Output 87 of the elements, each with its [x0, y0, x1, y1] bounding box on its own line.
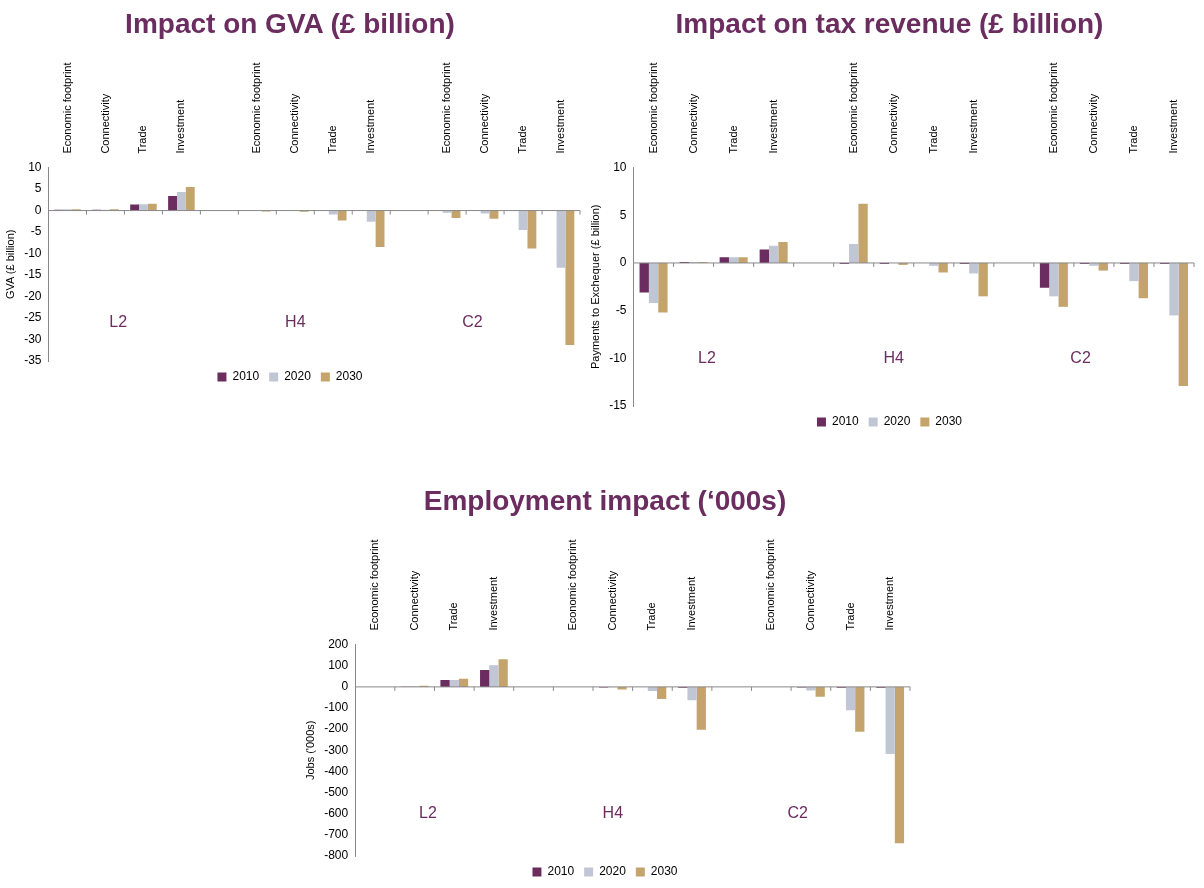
x-tick-label: Economic footprint	[368, 539, 381, 631]
x-tick-label: Trade	[516, 125, 529, 154]
chart-title: Impact on GVA (£ billion)	[125, 7, 455, 39]
y-tick-label: -30	[24, 331, 42, 346]
x-tick-label: Investment	[1167, 99, 1180, 154]
x-tick-label: Economic footprint	[566, 539, 579, 631]
annotation: C2	[1070, 348, 1091, 366]
x-tick-label: Investment	[174, 99, 187, 154]
legend-label: 2020	[599, 864, 627, 879]
y-tick-label: -5	[30, 224, 42, 239]
annotation: C2	[787, 804, 809, 822]
x-tick-label: Trade	[447, 602, 460, 631]
x-tick-label: Connectivity	[886, 93, 899, 154]
x-tick-label: Connectivity	[686, 93, 699, 154]
x-tick-label: Economic footprint	[846, 62, 859, 154]
y-tick-label: -100	[324, 700, 349, 715]
y-tick-label: -20	[24, 288, 42, 303]
x-tick-label: Connectivity	[288, 93, 301, 154]
y-tick-label: 10	[28, 159, 42, 174]
x-tick-label: Trade	[326, 125, 339, 154]
y-tick-label: 0	[341, 679, 349, 694]
x-tick-label: Economic footprint	[764, 539, 777, 631]
x-tick-label: Economic footprint	[440, 62, 453, 154]
y-tick-label: 0	[34, 202, 42, 217]
legend-label: 2030	[935, 414, 963, 429]
y-tick-label: 200	[328, 636, 349, 651]
x-tick-label: Investment	[766, 99, 779, 154]
annotation: L2	[418, 804, 437, 822]
x-tick-label: Investment	[685, 576, 698, 631]
x-tick-label: Connectivity	[803, 570, 816, 631]
y-axis-title: GVA (£ billion)	[3, 229, 16, 300]
y-tick-label: -10	[609, 350, 627, 365]
legend-label: 2030	[650, 864, 678, 879]
y-tick-label: 0	[619, 255, 627, 270]
y-tick-label: -25	[24, 310, 42, 325]
x-tick-label: Investment	[486, 576, 499, 631]
y-tick-label: -300	[324, 742, 349, 757]
y-tick-label: -400	[324, 763, 349, 778]
y-tick-label: 5	[34, 181, 42, 196]
legend-label: 2010	[547, 864, 575, 879]
x-tick-label: Connectivity	[605, 570, 618, 631]
y-tick-label: 10	[613, 159, 627, 174]
x-tick-label: Economic footprint	[250, 62, 263, 154]
y-tick-label: -800	[324, 848, 349, 863]
x-tick-label: Investment	[554, 99, 567, 154]
x-tick-label: Investment	[966, 99, 979, 154]
legend-label: 2010	[831, 414, 859, 429]
x-tick-label: Trade	[843, 602, 856, 631]
x-tick-label: Connectivity	[98, 93, 111, 154]
y-tick-label: -35	[24, 353, 42, 368]
x-tick-label: Trade	[726, 125, 739, 154]
x-tick-label: Investment	[364, 99, 377, 154]
y-tick-label: 5	[619, 207, 627, 222]
y-tick-label: -500	[324, 784, 349, 799]
x-tick-label: Trade	[645, 602, 658, 631]
x-tick-label: Connectivity	[478, 93, 491, 154]
x-tick-label: Connectivity	[407, 570, 420, 631]
chart-title: Impact on tax revenue (£ billion)	[675, 7, 1104, 39]
y-tick-label: -5	[615, 302, 627, 317]
x-tick-label: Investment	[883, 576, 896, 631]
x-tick-label: Economic footprint	[60, 62, 73, 154]
annotation: H4	[602, 804, 624, 822]
x-tick-label: Economic footprint	[646, 62, 659, 154]
legend-label: 2020	[284, 369, 312, 384]
legend-label: 2030	[335, 369, 363, 384]
y-tick-label: -10	[24, 245, 42, 260]
y-tick-label: 100	[328, 658, 349, 673]
annotation: C2	[462, 312, 483, 330]
y-axis-title: Jobs ('000s)	[303, 720, 316, 781]
x-tick-label: Trade	[136, 125, 149, 154]
y-tick-label: -15	[24, 267, 42, 282]
y-tick-label: -700	[324, 827, 349, 842]
annotation: H4	[883, 348, 905, 366]
annotation: L2	[698, 348, 716, 366]
annotation: H4	[285, 312, 306, 330]
y-tick-label: -15	[609, 398, 627, 413]
chart-title: Employment impact (‘000s)	[423, 484, 787, 516]
annotation: L2	[109, 312, 128, 330]
x-tick-label: Connectivity	[1086, 93, 1099, 154]
x-tick-label: Trade	[1126, 125, 1139, 154]
y-axis-title: Payments to Exchequer (£ billion)	[588, 204, 601, 370]
y-tick-label: -200	[324, 721, 349, 736]
legend-label: 2020	[883, 414, 911, 429]
x-tick-label: Economic footprint	[1046, 62, 1059, 154]
legend-label: 2010	[232, 369, 260, 384]
x-tick-label: Trade	[926, 125, 939, 154]
y-tick-label: -600	[324, 806, 349, 821]
